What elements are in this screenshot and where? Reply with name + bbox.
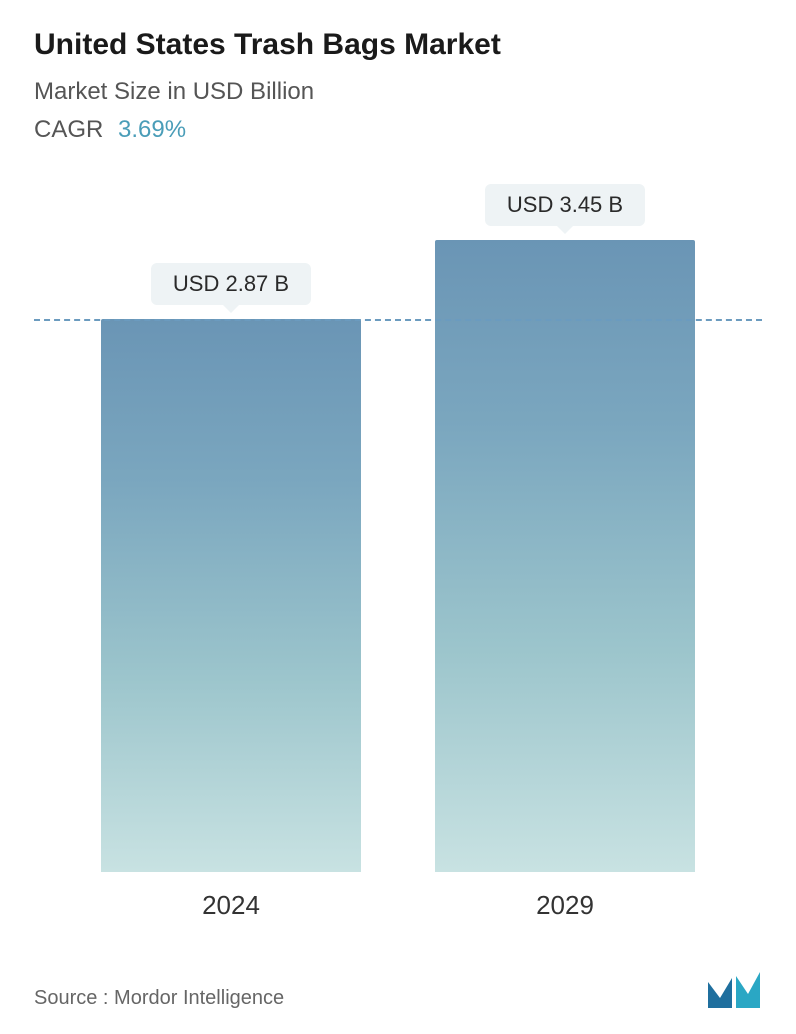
bar — [435, 240, 695, 872]
chart-container: United States Trash Bags Market Market S… — [0, 0, 796, 1034]
x-axis-label: 2024 — [101, 890, 361, 921]
x-axis-label: 2029 — [435, 890, 695, 921]
chart-area: USD 2.87 B USD 3.45 B — [34, 192, 762, 872]
bar — [101, 319, 361, 872]
cagr-label: CAGR — [34, 116, 103, 143]
x-axis: 2024 2029 — [34, 872, 762, 921]
value-badge: USD 3.45 B — [485, 184, 645, 226]
cagr-row: CAGR 3.69% — [34, 116, 762, 144]
chart-subtitle: Market Size in USD Billion — [34, 78, 762, 106]
value-badge: USD 2.87 B — [151, 263, 311, 305]
chart-title: United States Trash Bags Market — [34, 28, 762, 62]
source-text: Source : Mordor Intelligence — [34, 987, 284, 1010]
reference-line — [34, 319, 762, 321]
bar-group-2024: USD 2.87 B — [101, 263, 361, 872]
cagr-value: 3.69% — [118, 116, 186, 143]
footer: Source : Mordor Intelligence — [34, 970, 762, 1010]
mordor-logo-icon — [706, 970, 762, 1010]
bars-wrap: USD 2.87 B USD 3.45 B — [34, 192, 762, 872]
bar-group-2029: USD 3.45 B — [435, 184, 695, 872]
